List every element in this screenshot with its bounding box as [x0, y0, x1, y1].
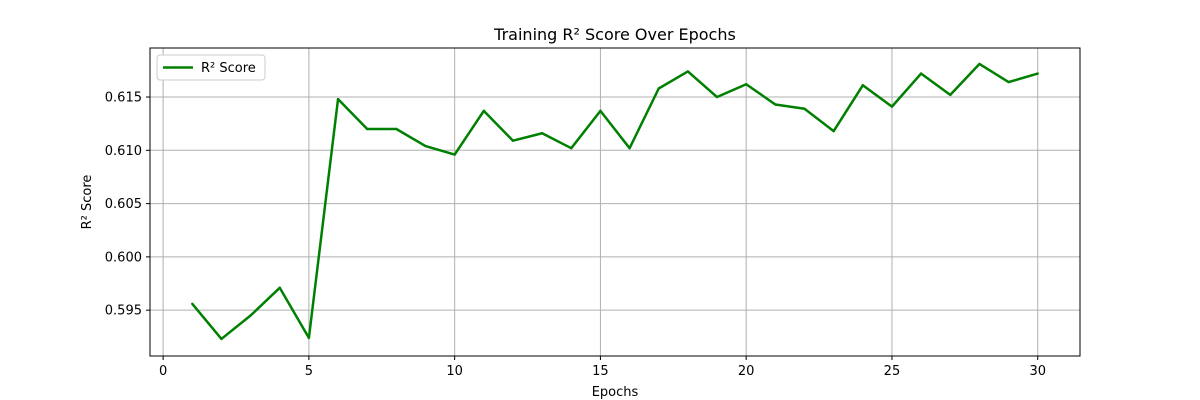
data-point	[249, 314, 252, 317]
data-point	[657, 87, 660, 90]
data-point	[1007, 80, 1010, 84]
data-point	[365, 127, 369, 131]
data-point	[395, 127, 398, 131]
data-point	[803, 107, 806, 110]
data-point	[424, 144, 427, 148]
chart-title: Training R² Score Over Epochs	[493, 25, 736, 44]
data-point	[628, 146, 631, 150]
x-tick-label: 25	[884, 364, 901, 379]
series-line	[191, 62, 1039, 341]
grid-layer	[150, 48, 1080, 356]
data-point	[744, 83, 748, 86]
data-point	[949, 93, 952, 97]
data-point	[715, 95, 719, 99]
x-tick-label: 20	[738, 364, 755, 379]
data-point	[599, 109, 602, 113]
legend-box	[156, 54, 266, 81]
x-tick-label: 15	[592, 364, 609, 379]
data-point	[919, 72, 923, 75]
data-point	[1036, 72, 1039, 75]
y-tick-label: 0.595	[105, 304, 142, 319]
x-tick-label: 10	[446, 364, 463, 379]
x-tick-label: 30	[1029, 364, 1046, 379]
data-point	[861, 84, 865, 87]
data-point	[832, 129, 835, 133]
legend: R² Score	[156, 54, 266, 81]
data-point	[307, 336, 311, 340]
data-point	[482, 109, 486, 113]
data-point	[191, 302, 194, 305]
y-tick-label: 0.615	[105, 91, 142, 106]
data-point	[453, 153, 456, 156]
data-point	[336, 97, 340, 101]
data-point	[278, 286, 281, 289]
data-point	[570, 146, 573, 150]
tick-layer: 0 5 10 15 20 25 30 0.595 0.600 0.605 0.610 0.615	[105, 91, 1046, 379]
x-tick-label: 0	[159, 364, 167, 379]
data-point	[511, 139, 515, 142]
line-layer	[191, 62, 1039, 341]
data-point	[540, 132, 544, 135]
data-point	[774, 103, 777, 106]
data-point	[890, 105, 894, 108]
data-point	[220, 337, 223, 341]
y-tick-label: 0.605	[105, 197, 142, 212]
data-point	[686, 70, 690, 73]
data-point	[978, 62, 981, 66]
x-axis-label: Epochs	[592, 385, 639, 400]
y-tick-label: 0.610	[105, 144, 142, 159]
legend-label: R² Score	[201, 61, 256, 76]
plot-frame	[149, 47, 1081, 357]
x-tick-label: 5	[305, 364, 313, 379]
y-tick-label: 0.600	[105, 250, 142, 265]
y-axis-label: R² Score	[80, 175, 95, 230]
